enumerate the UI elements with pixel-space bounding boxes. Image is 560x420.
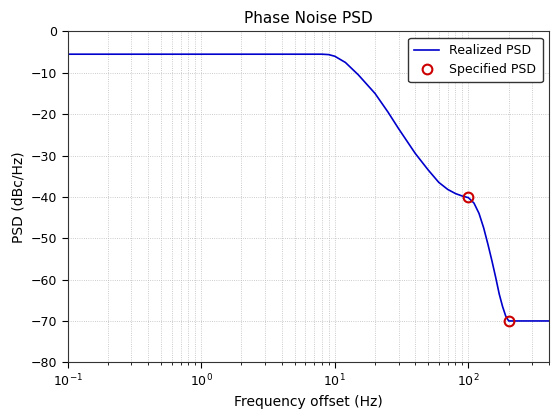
- Realized PSD: [459, 194, 466, 199]
- Realized PSD: [529, 318, 535, 323]
- Line: Realized PSD: Realized PSD: [68, 54, 549, 321]
- Realized PSD: [385, 110, 391, 115]
- Realized PSD: [395, 126, 402, 131]
- Line: Specified PSD: Specified PSD: [464, 192, 514, 326]
- Realized PSD: [372, 91, 379, 96]
- Realized PSD: [496, 291, 502, 297]
- Realized PSD: [342, 60, 349, 65]
- Realized PSD: [445, 187, 451, 192]
- Realized PSD: [412, 151, 419, 156]
- Realized PSD: [475, 211, 482, 216]
- Realized PSD: [332, 54, 338, 59]
- Realized PSD: [499, 304, 506, 309]
- Realized PSD: [425, 168, 432, 173]
- Realized PSD: [128, 52, 135, 57]
- Specified PSD: [505, 318, 512, 323]
- Realized PSD: [262, 52, 268, 57]
- Realized PSD: [545, 318, 552, 323]
- Specified PSD: [465, 194, 472, 200]
- Realized PSD: [452, 191, 459, 196]
- Realized PSD: [291, 52, 298, 57]
- Realized PSD: [505, 318, 512, 323]
- Realized PSD: [465, 195, 472, 200]
- Realized PSD: [436, 180, 442, 185]
- Realized PSD: [470, 201, 477, 206]
- Y-axis label: PSD (dBc/Hz): PSD (dBc/Hz): [11, 151, 25, 243]
- Realized PSD: [489, 258, 496, 263]
- Realized PSD: [238, 52, 245, 57]
- Realized PSD: [64, 52, 71, 57]
- Realized PSD: [355, 72, 362, 77]
- Legend: Realized PSD, Specified PSD: Realized PSD, Specified PSD: [408, 38, 543, 82]
- Realized PSD: [311, 52, 318, 57]
- Realized PSD: [319, 52, 325, 57]
- Realized PSD: [484, 242, 491, 247]
- Realized PSD: [88, 52, 95, 57]
- Realized PSD: [198, 52, 204, 57]
- Realized PSD: [480, 226, 487, 231]
- Realized PSD: [157, 52, 164, 57]
- Realized PSD: [105, 52, 111, 57]
- Realized PSD: [325, 52, 332, 57]
- Title: Phase Noise PSD: Phase Noise PSD: [244, 11, 372, 26]
- Realized PSD: [502, 313, 509, 318]
- Realized PSD: [177, 52, 184, 57]
- Realized PSD: [492, 275, 499, 280]
- Realized PSD: [518, 318, 525, 323]
- X-axis label: Frequency offset (Hz): Frequency offset (Hz): [234, 395, 382, 409]
